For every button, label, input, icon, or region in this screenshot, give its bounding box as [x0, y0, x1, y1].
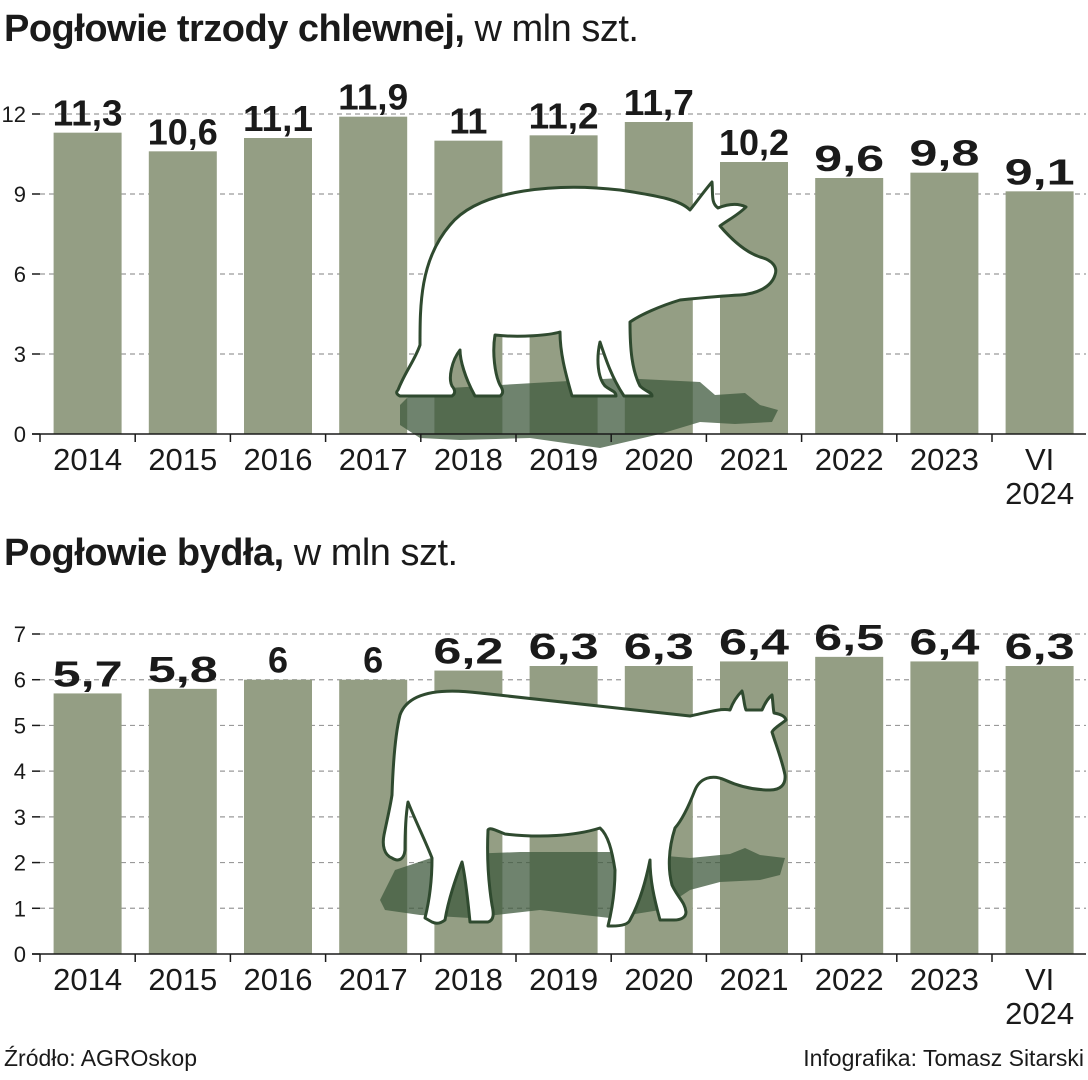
- bar: [53, 693, 122, 954]
- x-tick-label: 2020: [624, 962, 693, 997]
- value-label: 5,8: [148, 649, 218, 690]
- y-tick-label: 6: [14, 262, 26, 287]
- value-label: 9,1: [1005, 151, 1075, 192]
- bar: [244, 138, 312, 434]
- value-label: 9,8: [909, 133, 979, 174]
- value-label: 6,4: [719, 621, 789, 662]
- bar: [1005, 191, 1074, 434]
- x-tick-label: 2017: [339, 442, 408, 477]
- bar: [1005, 666, 1074, 954]
- bar: [53, 132, 122, 434]
- bar: [148, 151, 217, 434]
- x-tick-label: 2016: [244, 962, 313, 997]
- x-tick-label: 2021: [720, 442, 789, 477]
- bar: [910, 661, 979, 954]
- x-tick-label: 2017: [339, 962, 408, 997]
- value-label: 10,6: [148, 111, 218, 152]
- bar: [244, 679, 312, 954]
- y-tick-label: 2: [14, 851, 26, 876]
- x-tick-label: VI 2024: [1005, 442, 1074, 511]
- value-label: 6,3: [1005, 626, 1075, 667]
- pigs-chart-title: Pogłowie trzody chlewnej, w mln szt.: [4, 8, 639, 50]
- y-tick-label: 1: [14, 896, 26, 921]
- bar: [910, 172, 979, 434]
- x-tick-label: 2022: [815, 962, 884, 997]
- x-tick-label: 2020: [624, 442, 693, 477]
- source-credit: Źródło: AGROskop: [4, 1045, 198, 1071]
- author-credit: Infografika: Tomasz Sitarski: [803, 1045, 1084, 1071]
- y-tick-label: 12: [2, 102, 26, 127]
- value-label: 6: [268, 640, 288, 681]
- cow-body: [381, 689, 788, 928]
- value-label: 11,1: [243, 98, 313, 139]
- value-label: 11,9: [338, 77, 408, 118]
- value-label: 9,6: [814, 138, 884, 179]
- x-tick-label: 2019: [529, 962, 598, 997]
- pigs-bar-chart: 0 3 6 9 12 11,3 2014 10,6 2015 11,1 2016 11,9 2017 1…: [2, 77, 1086, 511]
- y-tick-label: 0: [14, 422, 26, 447]
- cattle-bar-chart: 0 1 2 3 4 5 6 7 5,7 2014 5,8 2015 6 2016 6 2017 6,2 2018…: [14, 617, 1086, 1031]
- value-label: 11,2: [529, 95, 599, 136]
- value-label: 5,7: [53, 653, 123, 694]
- x-tick-label: 2019: [529, 442, 598, 477]
- value-label: 11: [449, 101, 487, 142]
- y-tick-label: 5: [14, 713, 26, 738]
- y-tick-label: 0: [14, 942, 26, 967]
- x-tick-label: 2023: [910, 962, 979, 997]
- cattle-chart-title-main: Pogłowie bydła,: [4, 532, 284, 574]
- value-label: 6,4: [909, 621, 979, 662]
- value-label: 6,3: [624, 626, 694, 667]
- y-tick-label: 9: [14, 182, 26, 207]
- x-tick-label: 2023: [910, 442, 979, 477]
- value-label: 11,7: [624, 82, 694, 123]
- value-label: 10,2: [719, 122, 789, 163]
- x-tick-label: 2016: [244, 442, 313, 477]
- cattle-chart-title: Pogłowie bydła, w mln szt.: [4, 534, 458, 572]
- y-tick-label: 6: [14, 668, 26, 693]
- pigs-chart-title-unit: w mln szt.: [464, 8, 639, 50]
- cow-silhouette-icon: [380, 689, 788, 928]
- y-tick-label: 3: [14, 805, 26, 830]
- bar: [815, 178, 884, 434]
- x-tick-label: VI 2024: [1005, 962, 1074, 1031]
- bar: [720, 661, 788, 954]
- value-label: 11,3: [53, 93, 123, 134]
- x-tick-label: 2015: [148, 442, 217, 477]
- x-tick-label: 2018: [434, 962, 503, 997]
- bar: [339, 116, 408, 434]
- bar: [148, 688, 217, 954]
- bar: [815, 656, 884, 954]
- x-tick-label: 2021: [720, 962, 789, 997]
- value-label: 6,5: [814, 617, 884, 658]
- bar: [720, 162, 788, 434]
- x-tick-label: 2014: [53, 442, 122, 477]
- pigs-chart-title-main: Pogłowie trzody chlewnej,: [4, 8, 465, 50]
- x-tick-label: 2014: [53, 962, 122, 997]
- value-label: 6: [363, 640, 383, 681]
- y-tick-label: 7: [14, 622, 26, 647]
- x-tick-label: 2018: [434, 442, 503, 477]
- pig-body: [395, 180, 778, 398]
- pig-silhouette-icon: [395, 180, 778, 448]
- y-tick-label: 3: [14, 342, 26, 367]
- y-tick-label: 4: [14, 759, 26, 784]
- cattle-chart-title-unit: w mln szt.: [283, 532, 458, 574]
- value-label: 6,2: [433, 631, 503, 672]
- x-tick-label: 2015: [148, 962, 217, 997]
- x-tick-label: 2022: [815, 442, 884, 477]
- value-label: 6,3: [529, 626, 599, 667]
